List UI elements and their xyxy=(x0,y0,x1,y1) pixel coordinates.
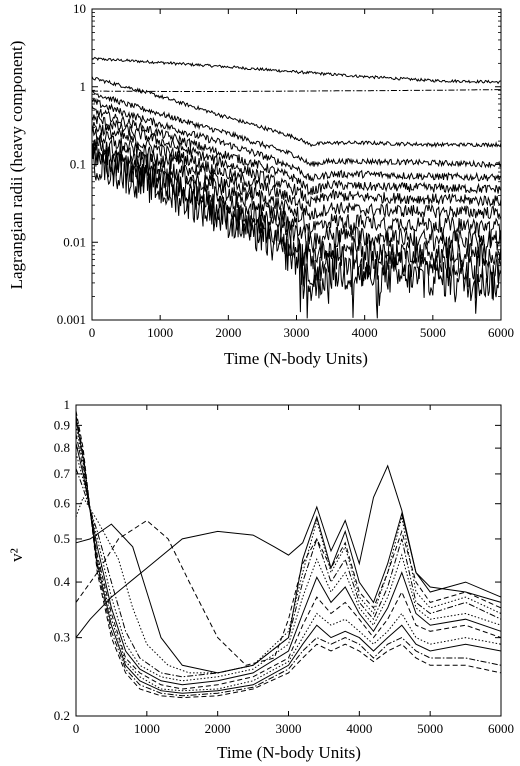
bottom-series-line-11 xyxy=(75,414,502,697)
bottom-y-tick-label: 0.7 xyxy=(54,466,71,481)
bottom-series-line-8 xyxy=(75,433,502,690)
top-series-line-10 xyxy=(91,135,502,271)
top-x-tick-label: 1000 xyxy=(147,325,173,340)
bottom-series-line-10 xyxy=(75,418,502,694)
bottom-x-tick-label: 0 xyxy=(73,721,80,736)
bottom-y-axis-label: v² xyxy=(7,548,26,562)
bottom-y-tick-label: 0.3 xyxy=(54,630,70,645)
bottom-y-axis: 0.2 0.3 0.4 0.5 0.6 0.7 0.8 0.9 1 xyxy=(54,397,501,723)
bottom-series-line-4 xyxy=(75,496,502,674)
bottom-y-tick-label: 0.2 xyxy=(54,708,70,723)
bottom-series-line-5 xyxy=(75,468,502,678)
top-y-tick-label: 0.001 xyxy=(57,312,86,327)
bottom-y-tick-label: 0.8 xyxy=(54,440,70,455)
bottom-x-tick-label: 2000 xyxy=(205,721,231,736)
bottom-series-line-7 xyxy=(75,443,502,686)
top-series-line-13 xyxy=(91,144,502,319)
bottom-y-tick-label: 0.4 xyxy=(54,574,71,589)
bottom-series-line-1 xyxy=(75,464,502,638)
top-series-line-3 xyxy=(91,76,502,149)
top-series-group xyxy=(91,56,502,319)
top-series-line-2 xyxy=(92,89,501,92)
bottom-x-tick-label: 6000 xyxy=(488,721,514,736)
top-y-tick-label: 0.01 xyxy=(63,234,86,249)
top-series-line-5 xyxy=(91,97,502,183)
top-x-axis: 0 1000 2000 3000 4000 5000 6000 xyxy=(89,9,514,340)
bottom-chart: 0 1000 2000 3000 4000 5000 6000 0.20.30.40.50.… xyxy=(7,397,514,762)
top-x-tick-label: 6000 xyxy=(488,325,514,340)
top-x-tick-label: 0 xyxy=(89,325,96,340)
bottom-series-group xyxy=(75,410,502,699)
top-series-line-8 xyxy=(91,121,501,221)
top-x-tick-label: 2000 xyxy=(215,325,241,340)
top-x-tick-label: 5000 xyxy=(420,325,446,340)
bottom-series-line-3 xyxy=(75,519,502,666)
bottom-x-tick-label: 1000 xyxy=(134,721,160,736)
top-x-tick-label: 4000 xyxy=(352,325,378,340)
bottom-x-tick-label: 3000 xyxy=(276,721,302,736)
top-y-tick-label: 1 xyxy=(80,79,87,94)
bottom-y-tick-label: 0.5 xyxy=(54,531,70,546)
top-series-line-1 xyxy=(91,56,502,85)
top-series-line-4 xyxy=(91,89,502,169)
bottom-y-tick-label: 0.6 xyxy=(54,496,71,511)
top-y-axis-label: Lagrangian radii (heavy component) xyxy=(7,41,26,290)
bottom-series-line-6 xyxy=(75,452,502,682)
top-y-tick-label: 0.1 xyxy=(70,157,86,172)
top-chart: 0 1000 2000 3000 4000 5000 6000 0.001 0.01 0.1 1 1… xyxy=(7,1,514,368)
top-y-tick-label: 10 xyxy=(73,1,86,16)
top-series-line-6 xyxy=(91,105,502,197)
bottom-x-axis: 0 1000 2000 3000 4000 5000 6000 xyxy=(73,405,514,736)
bottom-x-axis-label: Time (N-body Units) xyxy=(217,743,361,762)
bottom-x-tick-label: 4000 xyxy=(346,721,372,736)
bottom-x-tick-label: 5000 xyxy=(417,721,443,736)
bottom-y-tick-label: 1 xyxy=(64,397,71,412)
bottom-series-line-9 xyxy=(75,425,502,692)
top-x-tick-label: 3000 xyxy=(284,325,310,340)
top-series-line-7 xyxy=(91,114,502,208)
bottom-series-line-2 xyxy=(75,511,502,674)
top-x-axis-label: Time (N-body Units) xyxy=(224,349,368,368)
top-y-axis: 0.001 0.01 0.1 1 10 xyxy=(57,1,501,327)
bottom-series-line-12 xyxy=(75,410,502,699)
bottom-y-tick-label: 0.9 xyxy=(54,417,70,432)
